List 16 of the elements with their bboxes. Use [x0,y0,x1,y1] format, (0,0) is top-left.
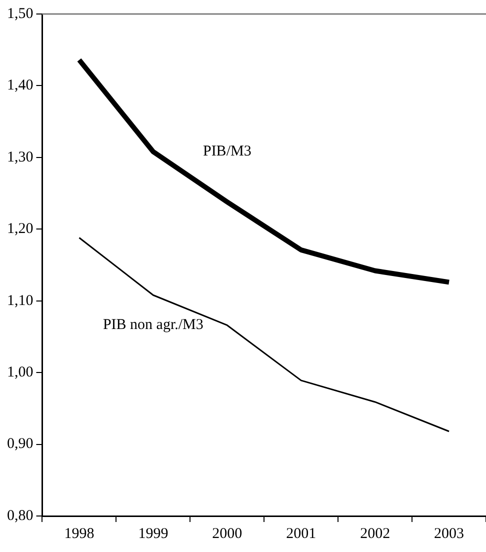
y-tick-label: 0,90 [7,436,34,452]
y-tick-label: 1,00 [7,364,34,381]
y-tick-label: 1,10 [7,292,34,309]
y-tick-label: 1,40 [7,78,34,94]
series-label: PIB/M3 [202,144,252,160]
y-tick-label: 1,50 [7,6,34,22]
x-tick-label: 1998 [64,526,94,542]
y-tick-label: 1,20 [7,221,34,238]
y-tick-label: 1,30 [7,149,34,166]
x-tick-label: 2001 [286,526,316,542]
x-tick-label: 2000 [212,526,242,542]
x-tick-label: 2002 [360,526,390,542]
y-tick-label: 0,80 [7,508,34,524]
x-tick-label: 1999 [138,526,168,542]
x-tick-label: 2003 [434,526,464,542]
series-label: PIB non agr./M3 [102,317,204,334]
